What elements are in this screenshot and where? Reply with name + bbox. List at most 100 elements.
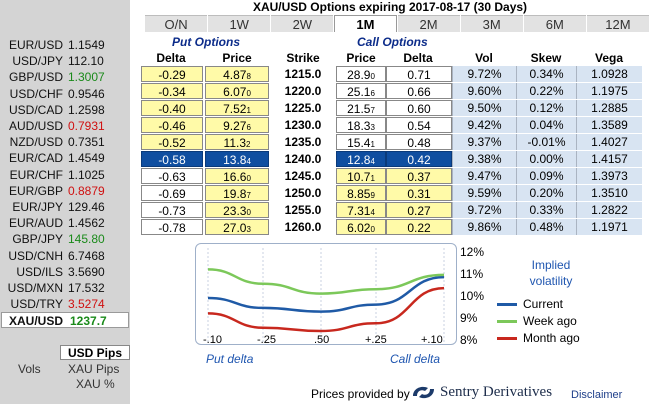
series-line-week-ago bbox=[207, 268, 445, 295]
put-price-cell[interactable]: 4.878 bbox=[205, 66, 269, 82]
call-price-cell[interactable]: 7.314 bbox=[336, 202, 386, 218]
put-delta-axis-label: Put delta bbox=[206, 352, 254, 366]
put-price-cell[interactable]: 19.87 bbox=[205, 185, 269, 201]
put-delta-cell-value: -0.73 bbox=[158, 204, 186, 218]
tab-1w[interactable]: 1W bbox=[208, 15, 271, 32]
put-delta-cell-value: -0.69 bbox=[158, 187, 186, 201]
pair-name: USD/TRY bbox=[10, 297, 63, 312]
put-price-cell[interactable]: 27.03 bbox=[205, 219, 269, 235]
pair-name: EUR/GBP bbox=[8, 183, 63, 198]
pair-row-usd-cad[interactable]: USD/CAD 1.2598 bbox=[0, 102, 128, 118]
pair-row-eur-usd[interactable]: EUR/USD 1.1549 bbox=[0, 37, 128, 53]
pair-row-eur-jpy[interactable]: EUR/JPY 129.46 bbox=[0, 199, 128, 215]
call-delta-cell-value: 0.37 bbox=[407, 170, 431, 184]
pair-name: XAU/USD bbox=[8, 314, 63, 329]
put-price-cell-value: 7.52 bbox=[223, 102, 247, 116]
vega-cell-value: 1.1971 bbox=[591, 220, 628, 234]
pair-price: 1.4549 bbox=[68, 151, 105, 166]
pair-row-nzd-usd[interactable]: NZD/USD 0.7351 bbox=[0, 134, 128, 150]
pair-row-usd-jpy[interactable]: USD/JPY 112.10 bbox=[0, 53, 128, 69]
call-delta-cell: 0.66 bbox=[386, 83, 452, 99]
put-price-cell[interactable]: 13.84 bbox=[205, 151, 269, 167]
pair-row-usd-try[interactable]: USD/TRY 3.5274 bbox=[0, 296, 128, 312]
put-delta-cell: -0.52 bbox=[141, 134, 203, 150]
call-price-cell[interactable]: 15.41 bbox=[336, 134, 386, 150]
tab-on[interactable]: O/N bbox=[145, 15, 208, 32]
pair-row-usd-mxn[interactable]: USD/MXN 17.532 bbox=[0, 280, 128, 296]
skew-header: Skew bbox=[530, 51, 562, 65]
vol-cell-value: 9.37% bbox=[467, 135, 502, 149]
call-price-cell-pip: 7 bbox=[370, 106, 375, 115]
call-delta-cell: 0.54 bbox=[386, 117, 452, 133]
call-price-cell[interactable]: 10.71 bbox=[336, 168, 386, 184]
strike-cell-value: 1240.0 bbox=[284, 152, 322, 166]
vols-label[interactable]: Vols bbox=[18, 362, 41, 376]
table-row: -0.78 27.03 1260.0 6.020 0.22 9.86% 0.48% 1.197… bbox=[140, 219, 645, 236]
call-price-cell[interactable]: 25.16 bbox=[336, 83, 386, 99]
pair-row-aud-usd[interactable]: AUD/USD 0.7931 bbox=[0, 118, 128, 134]
skew-cell: 0.09% bbox=[516, 168, 576, 184]
usd-pips-button[interactable]: USD Pips bbox=[60, 345, 130, 360]
skew-cell: -0.01% bbox=[516, 134, 576, 150]
call-price-cell[interactable]: 18.33 bbox=[336, 117, 386, 133]
pair-row-usd-chf[interactable]: USD/CHF 0.9546 bbox=[0, 86, 128, 102]
pair-row-eur-gbp[interactable]: EUR/GBP 0.8879 bbox=[0, 183, 128, 199]
y-tick-label: 12% bbox=[460, 245, 485, 259]
put-delta-cell: -0.40 bbox=[141, 100, 203, 116]
vega-cell: 1.3973 bbox=[576, 168, 642, 184]
put-price-cell[interactable]: 16.60 bbox=[205, 168, 269, 184]
table-row: -0.73 23.30 1255.0 7.314 0.27 9.72% 0.33% 1.282… bbox=[140, 202, 645, 219]
legend-swatch bbox=[497, 303, 517, 306]
vol-cell-value: 9.60% bbox=[467, 84, 502, 98]
put-price-cell[interactable]: 6.070 bbox=[205, 83, 269, 99]
table-row: -0.58 13.84 1240.0 12.84 0.42 9.38% 0.00% 1.415… bbox=[140, 151, 645, 168]
put-price-cell[interactable]: 23.30 bbox=[205, 202, 269, 218]
tab-3m[interactable]: 3M bbox=[460, 15, 523, 32]
pair-name: USD/MXN bbox=[7, 281, 63, 295]
pair-row-eur-chf[interactable]: EUR/CHF 1.1025 bbox=[0, 167, 128, 183]
tab-1m[interactable]: 1M bbox=[334, 15, 397, 32]
vol-cell: 9.60% bbox=[452, 83, 516, 99]
tab-2w[interactable]: 2W bbox=[271, 15, 334, 32]
vega-cell-value: 1.3589 bbox=[591, 118, 628, 132]
call-price-cell[interactable]: 6.020 bbox=[336, 219, 386, 235]
pair-price: 17.532 bbox=[68, 281, 105, 295]
put-price-cell[interactable]: 9.276 bbox=[205, 117, 269, 133]
vol-header: Vol bbox=[475, 51, 493, 65]
pair-row-eur-cad[interactable]: EUR/CAD 1.4549 bbox=[0, 150, 128, 166]
xau-pips-option[interactable]: XAU Pips bbox=[68, 362, 120, 376]
vol-cell: 9.72% bbox=[452, 66, 516, 82]
call-price-cell-pip: 0 bbox=[370, 72, 375, 81]
call-delta-cell-value: 0.27 bbox=[407, 204, 431, 218]
pair-row-usd-cnh[interactable]: USD/CNH 6.7468 bbox=[0, 248, 128, 264]
tab-12m[interactable]: 12M bbox=[586, 15, 649, 32]
disclaimer-link[interactable]: Disclaimer bbox=[571, 389, 623, 401]
y-tick-label: 11% bbox=[460, 267, 484, 281]
pair-price: 0.7931 bbox=[68, 119, 105, 133]
pair-name: AUD/USD bbox=[8, 119, 63, 133]
call-price-cell[interactable]: 12.84 bbox=[336, 151, 386, 167]
pair-row-eur-aud[interactable]: EUR/AUD 1.4562 bbox=[0, 215, 128, 231]
tab-2m[interactable]: 2M bbox=[397, 15, 460, 32]
call-price-cell[interactable]: 28.90 bbox=[336, 66, 386, 82]
tab-6m[interactable]: 6M bbox=[523, 15, 586, 32]
put-price-cell[interactable]: 7.521 bbox=[205, 100, 269, 116]
strike-cell-value: 1245.0 bbox=[284, 169, 322, 183]
pair-price: 3.5690 bbox=[68, 264, 105, 279]
pair-row-gbp-jpy[interactable]: GBP/JPY 145.80 bbox=[0, 231, 128, 247]
pair-row-usd-ils[interactable]: USD/ILS 3.5690 bbox=[0, 264, 128, 280]
put-price-cell[interactable]: 11.32 bbox=[205, 134, 269, 150]
call-price-cell-pip: 4 bbox=[370, 157, 375, 166]
xau-percent-option[interactable]: XAU % bbox=[76, 377, 115, 391]
pair-row-xau-usd[interactable]: XAU/USD 1237.7 bbox=[1, 312, 129, 329]
call-price-cell[interactable]: 8.859 bbox=[336, 185, 386, 201]
legend-title-line: Implied bbox=[531, 258, 571, 272]
call-delta-axis-label: Call delta bbox=[390, 352, 441, 366]
pair-row-gbp-usd[interactable]: GBP/USD 1.3007 bbox=[0, 69, 128, 85]
put-delta-cell: -0.58 bbox=[141, 151, 203, 167]
x-tick-label: .50 bbox=[314, 334, 330, 346]
call-price-cell[interactable]: 21.57 bbox=[336, 100, 386, 116]
vega-cell: 1.1975 bbox=[576, 83, 642, 99]
pair-name: USD/CAD bbox=[8, 102, 63, 117]
